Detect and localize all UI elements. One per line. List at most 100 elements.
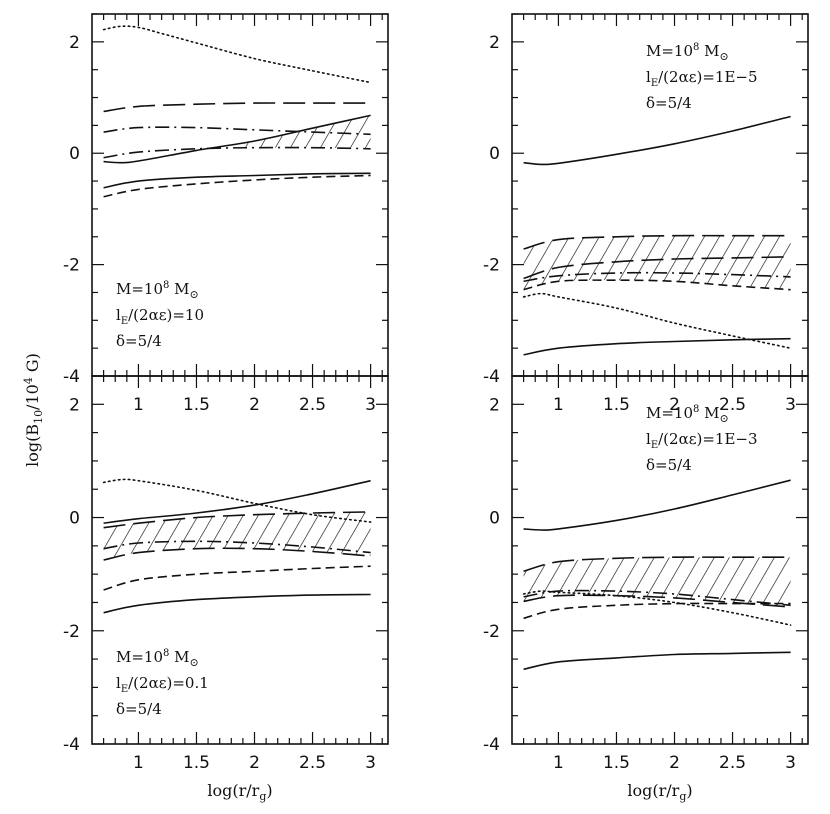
hatched-band [237,115,371,149]
y-tick-label: 2 [69,395,80,415]
curve-short-dash [523,279,791,291]
x-tick-label-top: 3 [365,395,376,415]
x-tick-label-top: 2 [249,395,260,415]
annotation-ratio-l: l [116,674,121,692]
annotation-ratio: lE/(2αε)=1E−5 [646,68,758,89]
curve-solid-low [523,651,791,671]
x-tick-label: 2 [669,753,680,773]
curve-long-dash [103,102,371,113]
x-tick-label: 1 [553,753,564,773]
curve-dotted [522,292,792,349]
x-tick-label-top: 1 [553,395,564,415]
curve-solid-rising [103,479,371,524]
annotation-mass-text: M=10 [116,280,163,298]
y-tick-label: 2 [489,395,500,415]
x-tick-label-top: 2 [669,395,680,415]
x-axis-title-right-end: ) [686,781,692,800]
tick-marks [92,13,388,377]
y-tick-label: 0 [69,144,80,164]
plot-area [522,115,792,356]
annotation-ratio-value: /(2αε)=10 [128,306,204,324]
annotation-sun-symbol: ⊙ [190,656,199,669]
y-axis-title-tail: /10 [23,384,42,410]
annotation-ratio: lE/(2αε)=0.1 [116,674,209,695]
curve-dash-dot [103,540,371,554]
hatched-band [523,235,791,290]
annotation-ratio: lE/(2αε)=10 [116,306,204,327]
annotation-ratio-l: l [646,68,651,86]
curve-short-dash [103,565,371,591]
curve-short-dash [523,602,791,620]
curve-solid-rising [103,114,371,164]
annotation-mass: M=108 M⊙ [646,42,729,63]
panel-top-right: 2 0 -2 -4 M=108 M⊙ lE/(2αε)=1E−5 δ=5/4 [483,13,809,387]
x-tick-label: 3 [785,753,796,773]
x-tick-label: 1.5 [183,753,210,773]
annotation-delta: δ=5/4 [646,94,692,112]
y-axis-title: log(B10/104 G) [22,353,45,467]
annotation-sun-symbol: ⊙ [720,412,729,425]
annotation-sun-symbol: ⊙ [720,50,729,63]
curve-solid-low [103,172,371,189]
annotation-mass-text: M=10 [646,404,693,422]
curve-long-dash-mid [523,256,791,280]
x-tick-label: 1 [133,753,144,773]
x-tick-label-top: 1 [133,395,144,415]
curve-solid-low [103,593,371,614]
y-tick-label: -2 [63,622,80,642]
annotation-ratio-value: /(2αε)=1E−5 [658,68,757,86]
hatched-band [523,557,791,607]
panel-frame [511,375,809,745]
y-axis-title-end: G) [23,353,42,377]
annotation-mass-text: M=10 [646,42,693,60]
panel-frame [91,375,389,745]
annotation: M=108 M⊙ lE/(2αε)=1E−3 δ=5/4 [646,404,758,474]
annotation-mass-unit: M [169,648,189,666]
curve-solid-low [523,337,791,356]
y-tick-label: -2 [483,256,500,276]
annotation-mass-exp: 8 [163,280,169,291]
annotation-ratio-value: /(2αε)=0.1 [128,674,209,692]
annotation: M=108 M⊙ lE/(2αε)=0.1 δ=5/4 [116,648,209,718]
curve-long-dash-top [523,556,791,573]
curve-solid-upper [523,479,791,531]
annotation-ratio-l: l [116,306,121,324]
annotation-delta: δ=5/4 [116,332,162,350]
annotation-ratio-sub: E [121,316,128,327]
annotation-mass-unit: M [699,42,719,60]
x-axis-title-right-sub: g [679,790,686,803]
curve-dotted [102,25,372,84]
x-tick-label: 2.5 [719,753,746,773]
y-axis-title-sub: 10 [32,410,45,424]
annotation-ratio-sub: E [651,78,658,89]
plot-area [102,478,372,614]
y-tick-label: -4 [483,367,500,387]
annotation-ratio-value: /(2αε)=1E−3 [658,430,757,448]
curve-long-dash [103,511,371,529]
curve-dotted [522,590,792,626]
y-axis-title-main: log(B [23,424,42,467]
y-tick-label: 0 [489,509,500,529]
x-tick-label-top: 3 [785,395,796,415]
x-axis-title-right: log(r/rg) [627,781,692,803]
x-axis-title-left-end: ) [266,781,272,800]
x-tick-label-top: 1.5 [183,395,210,415]
tick-marks [512,375,808,745]
x-tick-label: 2 [249,753,260,773]
x-axis-title-right-main: log(r/r [627,781,679,800]
annotation-ratio-sub: E [651,440,658,451]
hatched-band [103,511,371,560]
curve-long-dash-lower [103,547,371,561]
x-tick-label-top: 2.5 [299,395,326,415]
y-axis-title-sup: 4 [22,377,35,384]
y-tick-label: -4 [63,367,80,387]
annotation-mass: M=108 M⊙ [116,648,199,669]
curve-dash-dot [523,271,791,283]
annotation-mass: M=108 M⊙ [116,280,199,301]
x-tick-label-top: 1.5 [603,395,630,415]
annotation-delta: δ=5/4 [646,456,692,474]
curve-dash-dot-upper [103,126,371,136]
x-tick-label: 2.5 [299,753,326,773]
x-axis-title-left: log(r/rg) [207,781,272,803]
y-tick-label: -4 [483,735,500,755]
